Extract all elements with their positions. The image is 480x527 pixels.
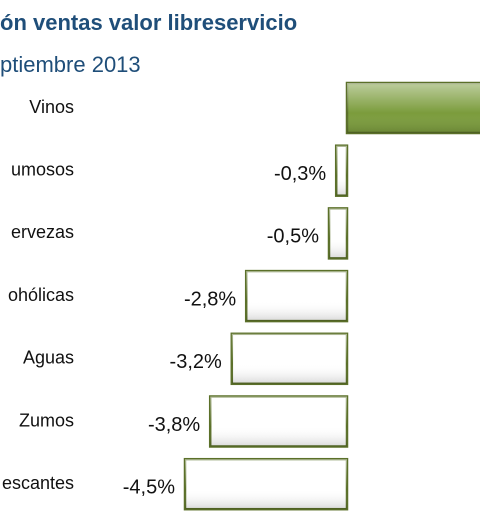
bar [208,395,349,448]
value-label: -3,2% [170,351,222,373]
category-label: ervezas [11,222,74,242]
bar [334,144,349,197]
category-label: Vinos [29,97,74,117]
category-label: ohólicas [8,285,74,305]
value-label: -2,8% [184,288,236,310]
category-label: Aguas [23,348,74,368]
category-label: Zumos [19,410,74,430]
bar [345,81,480,135]
bar [327,207,349,260]
category-label: escantes [2,473,74,493]
value-label: -3,8% [148,414,200,436]
value-label: -4,5% [123,476,175,498]
bar [183,457,349,511]
value-label: -0,3% [274,163,326,185]
bar [244,269,349,323]
chart-title: ón ventas valor libreservicio [0,10,297,35]
value-label: -0,5% [267,226,319,248]
bar [230,332,349,386]
category-label: umosos [11,159,74,179]
chart-subtitle: ptiembre 2013 [0,52,141,77]
